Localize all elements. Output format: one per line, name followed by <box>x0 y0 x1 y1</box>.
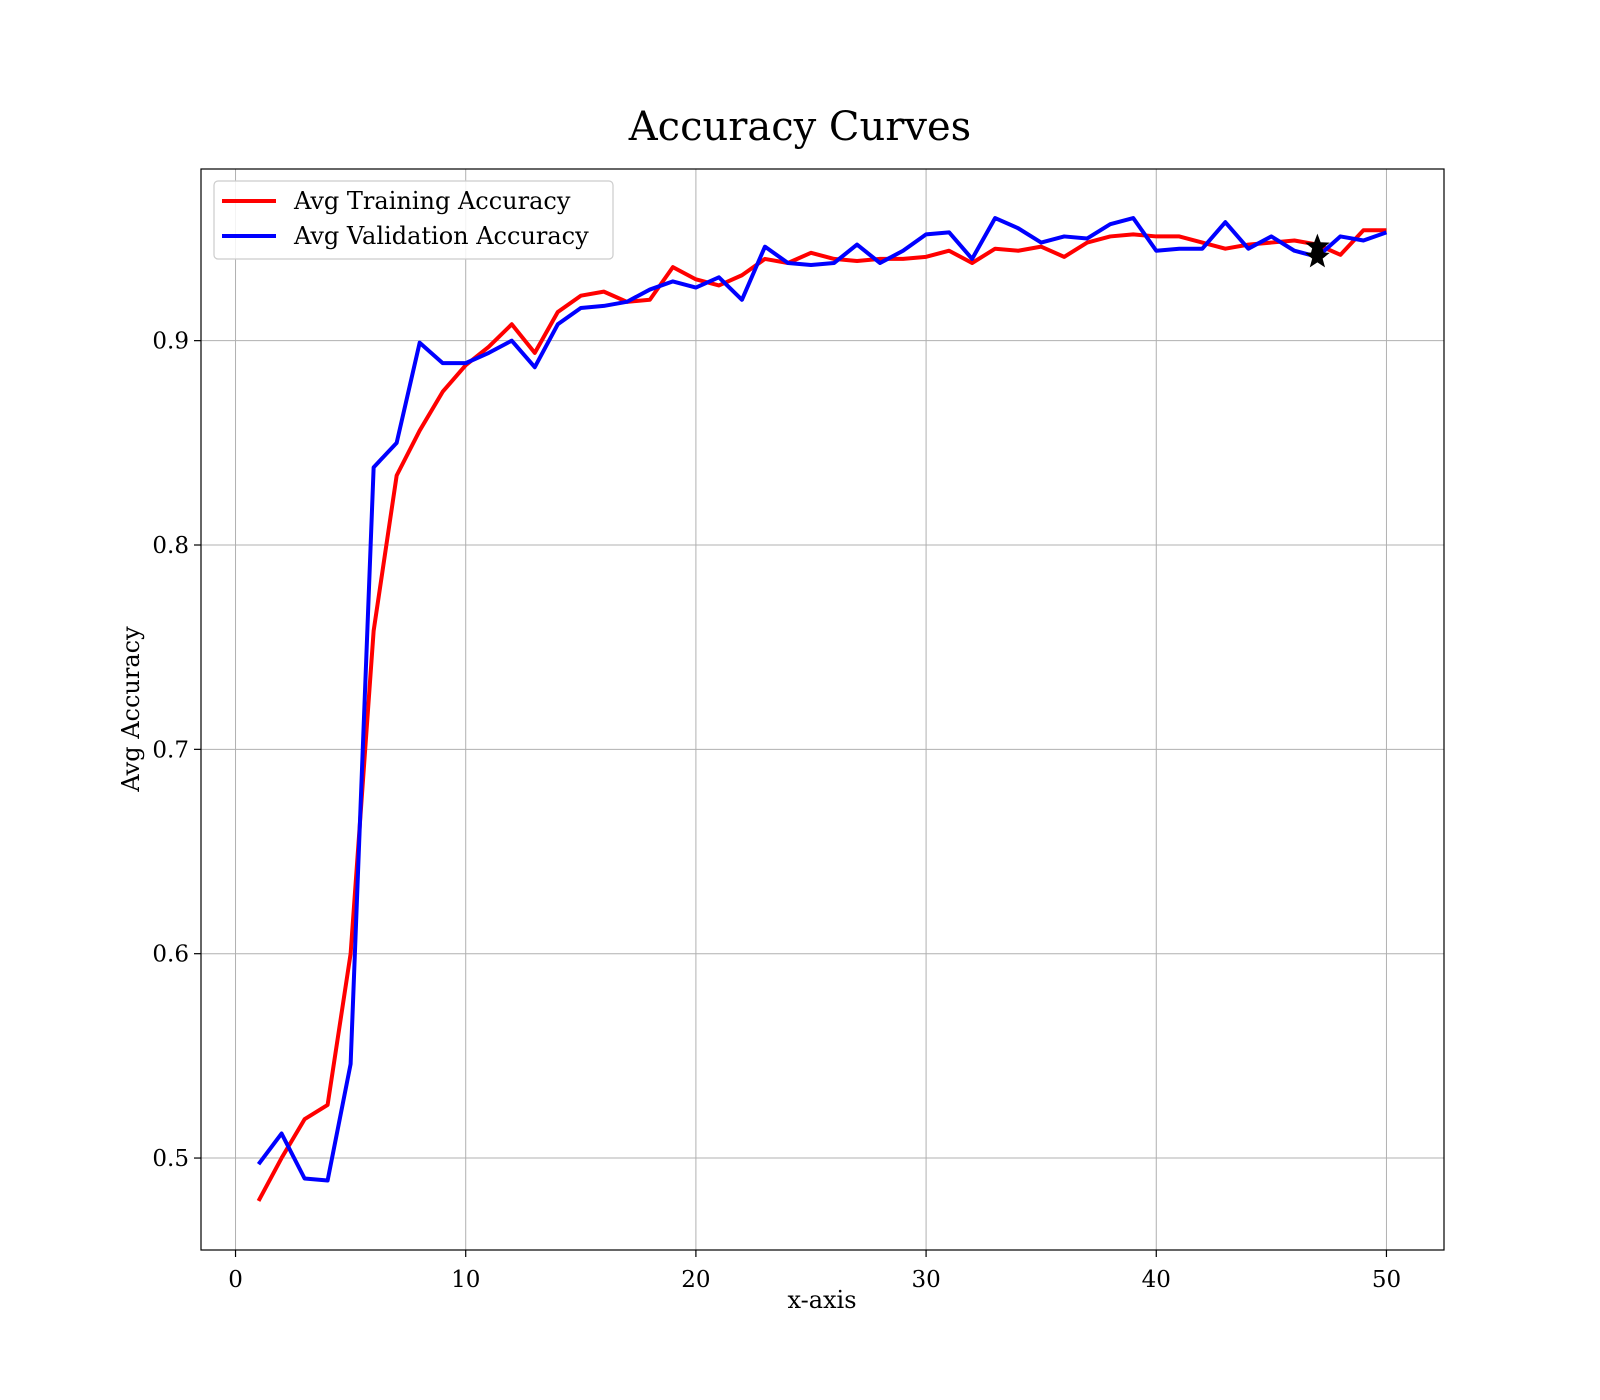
marker-layer <box>1305 233 1330 268</box>
x-tick-label: 50 <box>1372 1267 1401 1293</box>
chart-title: Accuracy Curves <box>628 104 971 150</box>
y-tick-label: 0.8 <box>152 533 189 559</box>
legend-label-training: Avg Training Accuracy <box>293 187 571 215</box>
x-axis-label: x-axis <box>787 1286 856 1314</box>
legend-box <box>213 180 614 260</box>
x-tick-label: 0 <box>228 1267 243 1293</box>
legend: Avg Training Accuracy Avg Validation Acc… <box>213 180 614 260</box>
x-tick-label: 30 <box>911 1267 940 1293</box>
axis-ticks: 0 10 20 30 40 50 0.5 0.6 0.7 0.8 0.9 <box>152 329 1401 1293</box>
legend-label-validation: Avg Validation Accuracy <box>293 222 589 250</box>
y-tick-label: 0.6 <box>152 942 189 968</box>
series-line-training <box>256 228 1387 1202</box>
x-tick-label: 20 <box>681 1267 710 1293</box>
series-line-validation <box>256 216 1388 1183</box>
y-tick-label: 0.7 <box>152 737 189 763</box>
y-tick-label: 0.5 <box>152 1146 189 1172</box>
x-tick-label: 10 <box>451 1267 480 1293</box>
x-tick-label: 40 <box>1142 1267 1171 1293</box>
y-axis-label: Avg Accuracy <box>117 626 145 793</box>
y-tick-label: 0.9 <box>152 329 189 355</box>
star-marker <box>1305 243 1330 268</box>
series-layer <box>256 216 1388 1202</box>
grid <box>201 169 1444 1250</box>
plot-frame <box>200 168 1445 1251</box>
